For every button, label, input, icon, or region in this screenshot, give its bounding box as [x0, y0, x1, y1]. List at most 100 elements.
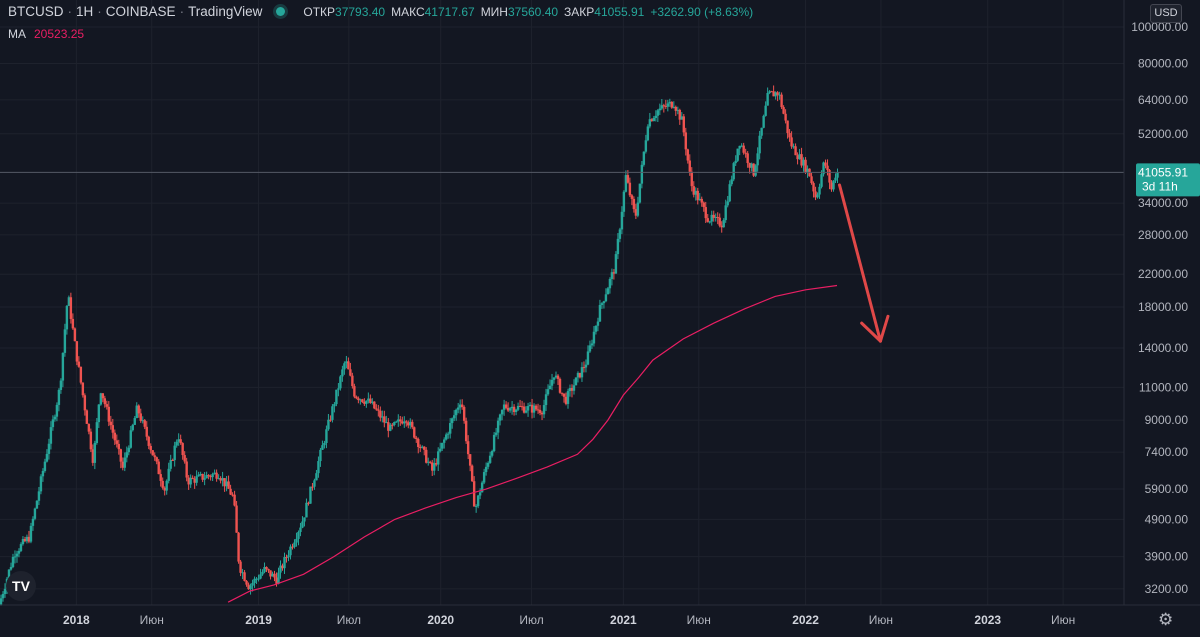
- candle-body: [423, 446, 426, 450]
- market-status-icon[interactable]: [276, 7, 286, 16]
- candle-body: [47, 443, 51, 454]
- candle-body: [195, 476, 198, 483]
- candle-body: [59, 380, 63, 390]
- candle-body: [335, 389, 338, 405]
- candle-body: [73, 328, 77, 342]
- candle-body: [688, 160, 691, 172]
- candle-body: [305, 502, 308, 518]
- candle-body: [598, 304, 602, 322]
- candle-body: [171, 459, 174, 461]
- candle-body: [241, 572, 244, 574]
- candle-body: [718, 217, 721, 226]
- candle-body: [470, 465, 474, 482]
- candle-body: [79, 366, 83, 383]
- candle-body: [556, 375, 560, 379]
- candle-body: [472, 481, 476, 507]
- tradingview-logo[interactable]: TV: [6, 571, 36, 601]
- candle-body: [19, 544, 23, 551]
- candle-body: [103, 398, 107, 405]
- candle-body: [834, 177, 837, 181]
- candle-body: [752, 163, 755, 176]
- candle-body: [151, 450, 154, 456]
- candle-body: [293, 542, 296, 548]
- candle-body: [361, 399, 364, 403]
- candle-body: [732, 163, 735, 180]
- candle-body: [714, 216, 717, 218]
- candle-body: [113, 432, 116, 441]
- candle-body: [173, 445, 176, 461]
- candle-body: [482, 472, 486, 483]
- interval-label[interactable]: 1H: [76, 4, 94, 19]
- candle-body: [377, 409, 380, 411]
- symbol-label[interactable]: BTCUSD: [8, 4, 64, 19]
- candle-body: [800, 154, 803, 166]
- candle-body: [91, 449, 95, 463]
- candle-body: [99, 393, 103, 405]
- candle-body: [369, 398, 372, 403]
- candle-body: [57, 389, 61, 405]
- x-tick-label: Июн: [869, 613, 893, 627]
- candle-body: [245, 580, 248, 585]
- candle-body: [816, 194, 819, 198]
- legend-header: BTCUSD · 1H · COINBASE · TradingView ОТК…: [8, 4, 753, 19]
- candle-body: [83, 395, 87, 411]
- candle-body: [135, 405, 138, 419]
- candle-body: [417, 439, 420, 448]
- ma-legend[interactable]: MA 20523.25: [8, 27, 84, 41]
- candle-body: [283, 557, 286, 569]
- candle-body: [540, 412, 544, 415]
- candle-body: [415, 437, 418, 440]
- candle-body: [219, 478, 222, 481]
- y-tick-label: 18000.00: [1138, 300, 1188, 314]
- candle-body: [498, 414, 502, 421]
- candle-body: [642, 151, 646, 165]
- separator: ·: [67, 4, 73, 19]
- y-tick-label: 34000.00: [1138, 196, 1188, 210]
- currency-button[interactable]: USD: [1150, 4, 1182, 23]
- candle-body: [247, 584, 250, 590]
- candle-body: [606, 288, 610, 295]
- candle-body: [550, 379, 554, 386]
- candle-body: [141, 420, 144, 422]
- y-tick-label: 9000.00: [1145, 413, 1189, 427]
- candle-body: [772, 91, 775, 97]
- candle-body: [75, 341, 79, 362]
- candle-body: [153, 455, 156, 458]
- candle-body: [179, 439, 182, 444]
- candle-body: [486, 462, 490, 467]
- gear-icon[interactable]: ⚙: [1158, 610, 1174, 629]
- candle-body: [786, 120, 789, 134]
- candle-body: [309, 486, 312, 504]
- candle-body: [682, 116, 685, 133]
- candle-body: [454, 409, 458, 416]
- candle-body: [327, 419, 330, 430]
- candle-body: [433, 463, 436, 471]
- candle-body: [81, 382, 85, 396]
- candle-body: [700, 198, 703, 203]
- low-value: 37560.40: [507, 4, 559, 19]
- candle-body: [329, 419, 332, 421]
- candle-body: [39, 476, 43, 492]
- candle-body: [155, 457, 158, 462]
- candle-body: [111, 425, 114, 433]
- candle-body: [65, 305, 69, 330]
- candle-body: [119, 449, 122, 462]
- candle-body: [429, 461, 432, 463]
- candle-body: [259, 574, 262, 579]
- candle-body: [31, 518, 35, 526]
- candle-body: [25, 536, 29, 542]
- candle-body: [456, 407, 460, 410]
- candle-body: [526, 406, 530, 411]
- candle-body: [399, 419, 402, 422]
- candle-body: [217, 478, 220, 480]
- y-tick-label: 11000.00: [1139, 380, 1188, 394]
- candle-body: [792, 146, 795, 148]
- candle-body: [506, 407, 510, 411]
- candle-body: [169, 459, 172, 469]
- candle-body: [504, 404, 508, 408]
- candle-body: [159, 474, 162, 481]
- candle-body: [383, 416, 386, 423]
- candle-body: [9, 566, 13, 570]
- candle-body: [223, 478, 226, 487]
